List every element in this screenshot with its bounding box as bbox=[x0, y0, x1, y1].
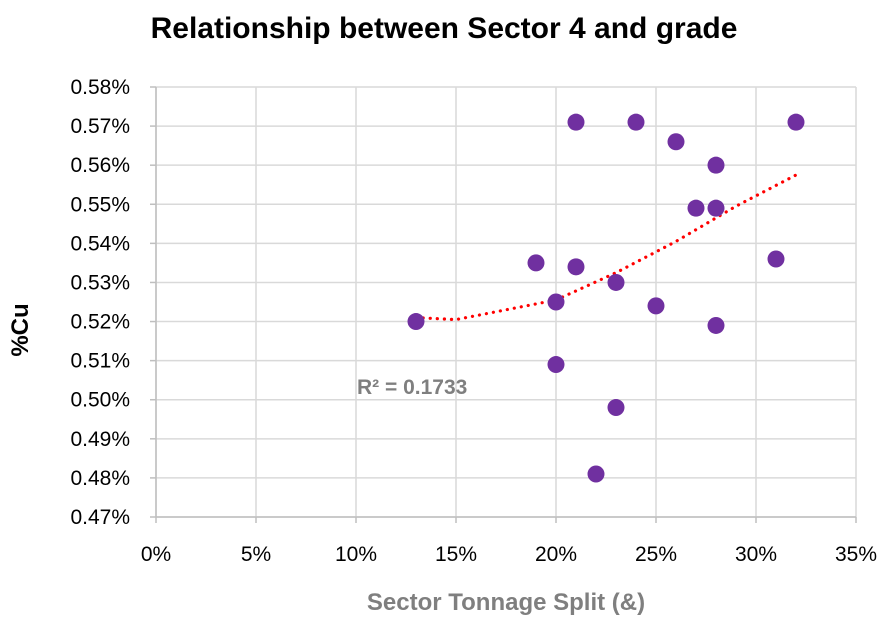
data-point bbox=[407, 313, 425, 331]
x-tick-label: 10% bbox=[335, 543, 377, 566]
trendline-group bbox=[414, 173, 798, 322]
y-tick-label: 0.55% bbox=[70, 193, 130, 216]
x-tick-labels: 0% 5% 10% 15% 20% 25% 30% 35% bbox=[141, 543, 877, 566]
y-tick-labels: 0.47% 0.48% 0.49% 0.50% 0.51% 0.52% 0.53% 0.54%… bbox=[70, 76, 130, 529]
data-point bbox=[607, 399, 625, 417]
y-tick-label: 0.57% bbox=[70, 115, 130, 138]
y-tick-label: 0.52% bbox=[70, 311, 130, 334]
chart-title: Relationship between Sector 4 and grade bbox=[151, 12, 738, 45]
data-point bbox=[707, 156, 725, 174]
y-tick-label: 0.47% bbox=[70, 506, 130, 529]
y-tick-label: 0.56% bbox=[70, 154, 130, 177]
data-point bbox=[627, 113, 645, 131]
data-point bbox=[527, 254, 545, 272]
y-tick-label: 0.53% bbox=[70, 271, 130, 294]
data-point bbox=[587, 465, 605, 483]
y-tick-label: 0.50% bbox=[70, 389, 130, 412]
x-tick-label: 35% bbox=[835, 543, 877, 566]
data-point bbox=[667, 133, 685, 151]
y-axis-label: %Cu bbox=[7, 303, 34, 356]
r-squared-label: R² = 0.1733 bbox=[357, 376, 467, 399]
data-point bbox=[787, 113, 805, 131]
x-tick-label: 15% bbox=[435, 543, 477, 566]
gridlines bbox=[155, 86, 857, 518]
data-point bbox=[547, 293, 565, 311]
data-point bbox=[547, 356, 565, 374]
data-point bbox=[687, 199, 705, 217]
data-point bbox=[647, 297, 665, 315]
y-tick-label: 0.51% bbox=[70, 350, 130, 373]
data-points bbox=[407, 113, 805, 483]
y-tick-label: 0.48% bbox=[70, 467, 130, 490]
x-tick-label: 20% bbox=[535, 543, 577, 566]
data-point bbox=[707, 316, 725, 334]
x-axis-label: Sector Tonnage Split (&) bbox=[367, 589, 645, 616]
data-point bbox=[707, 199, 725, 217]
data-point bbox=[767, 250, 785, 268]
trendline bbox=[414, 173, 798, 322]
x-tick-label: 25% bbox=[635, 543, 677, 566]
data-point bbox=[607, 273, 625, 291]
y-tick-label: 0.58% bbox=[70, 76, 130, 99]
x-tick-label: 30% bbox=[735, 543, 777, 566]
x-tick-label: 0% bbox=[141, 543, 171, 566]
data-point bbox=[567, 258, 585, 276]
axes bbox=[150, 86, 857, 523]
x-tick-label: 5% bbox=[241, 543, 271, 566]
data-point bbox=[567, 113, 585, 131]
y-tick-label: 0.54% bbox=[70, 232, 130, 255]
y-tick-label: 0.49% bbox=[70, 428, 130, 451]
